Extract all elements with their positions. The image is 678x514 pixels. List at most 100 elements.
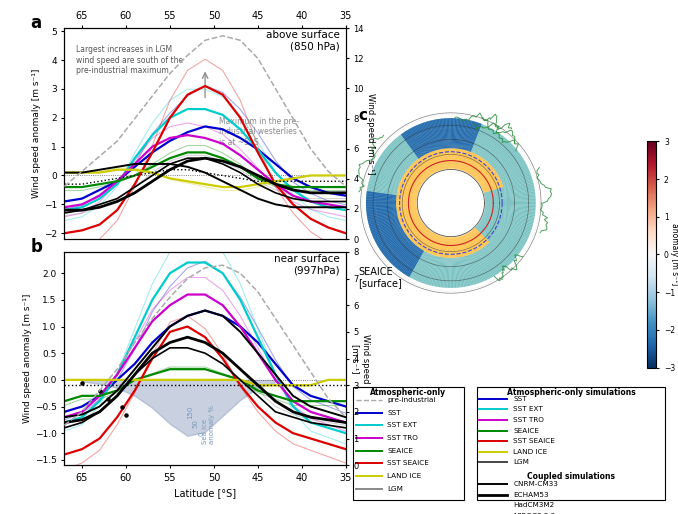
- Polygon shape: [405, 171, 424, 184]
- Polygon shape: [456, 149, 460, 170]
- Polygon shape: [446, 118, 449, 148]
- Polygon shape: [396, 137, 416, 161]
- Text: ECHAM53: ECHAM53: [513, 491, 549, 498]
- Polygon shape: [485, 204, 506, 205]
- FancyBboxPatch shape: [353, 387, 464, 500]
- Polygon shape: [401, 134, 419, 159]
- Polygon shape: [482, 181, 502, 190]
- Polygon shape: [450, 258, 452, 288]
- Polygon shape: [457, 119, 462, 149]
- Polygon shape: [473, 253, 487, 281]
- Polygon shape: [464, 121, 473, 150]
- Polygon shape: [459, 150, 465, 171]
- Polygon shape: [458, 119, 464, 149]
- Polygon shape: [505, 209, 536, 213]
- Polygon shape: [452, 118, 455, 148]
- Polygon shape: [460, 235, 466, 256]
- Polygon shape: [464, 153, 473, 172]
- Polygon shape: [393, 140, 414, 163]
- Polygon shape: [475, 251, 490, 279]
- Polygon shape: [391, 242, 413, 265]
- Polygon shape: [483, 185, 503, 193]
- Polygon shape: [412, 163, 428, 179]
- Polygon shape: [417, 253, 430, 282]
- Polygon shape: [462, 151, 469, 171]
- Polygon shape: [397, 195, 418, 198]
- Polygon shape: [420, 157, 433, 175]
- Polygon shape: [483, 214, 502, 222]
- Polygon shape: [411, 164, 427, 180]
- Polygon shape: [484, 206, 506, 209]
- Polygon shape: [367, 214, 397, 222]
- Polygon shape: [502, 175, 532, 186]
- Polygon shape: [383, 236, 408, 256]
- Polygon shape: [456, 119, 461, 149]
- Polygon shape: [402, 218, 421, 228]
- Polygon shape: [490, 143, 512, 165]
- Polygon shape: [452, 258, 455, 288]
- Polygon shape: [489, 142, 511, 164]
- Polygon shape: [406, 250, 423, 276]
- Polygon shape: [483, 210, 504, 215]
- Polygon shape: [399, 247, 418, 271]
- Polygon shape: [404, 131, 422, 157]
- Polygon shape: [478, 223, 496, 235]
- Polygon shape: [471, 124, 484, 153]
- Polygon shape: [375, 228, 402, 242]
- Polygon shape: [480, 219, 499, 230]
- Polygon shape: [499, 163, 526, 178]
- Polygon shape: [367, 210, 397, 215]
- Polygon shape: [381, 154, 406, 172]
- Polygon shape: [402, 218, 421, 229]
- Polygon shape: [483, 210, 504, 214]
- Polygon shape: [426, 233, 437, 252]
- Polygon shape: [397, 208, 418, 212]
- Polygon shape: [366, 209, 397, 213]
- Polygon shape: [400, 216, 420, 225]
- Polygon shape: [452, 148, 454, 170]
- Polygon shape: [470, 157, 482, 175]
- Polygon shape: [437, 235, 443, 256]
- Polygon shape: [481, 180, 501, 190]
- Text: Atmospheric-only simulations: Atmospheric-only simulations: [507, 388, 635, 397]
- Polygon shape: [376, 229, 403, 245]
- Polygon shape: [432, 151, 440, 172]
- Text: Largest increases in LGM
wind speed are south of the
pre-industrial maximum: Largest increases in LGM wind speed are …: [76, 45, 183, 75]
- Polygon shape: [466, 154, 477, 173]
- Polygon shape: [502, 222, 531, 233]
- Polygon shape: [366, 198, 396, 200]
- Polygon shape: [456, 258, 460, 288]
- Polygon shape: [504, 187, 534, 193]
- Polygon shape: [421, 157, 433, 175]
- Polygon shape: [405, 172, 423, 185]
- Polygon shape: [427, 255, 437, 285]
- Polygon shape: [446, 236, 448, 258]
- Text: b: b: [31, 238, 43, 256]
- Point: [121, 410, 132, 418]
- Polygon shape: [366, 203, 396, 205]
- Polygon shape: [397, 192, 418, 197]
- Polygon shape: [408, 168, 425, 182]
- Polygon shape: [465, 256, 474, 285]
- Polygon shape: [366, 198, 396, 201]
- Polygon shape: [369, 217, 398, 227]
- Polygon shape: [367, 191, 397, 196]
- Polygon shape: [475, 164, 490, 179]
- Polygon shape: [500, 164, 527, 179]
- Y-axis label: Wind speed anomaly [m s⁻¹]: Wind speed anomaly [m s⁻¹]: [23, 294, 32, 423]
- Polygon shape: [432, 234, 440, 255]
- Polygon shape: [454, 118, 458, 149]
- Polygon shape: [397, 206, 418, 209]
- Polygon shape: [417, 159, 431, 177]
- Polygon shape: [425, 154, 435, 173]
- Polygon shape: [366, 206, 396, 208]
- Polygon shape: [443, 258, 447, 288]
- Polygon shape: [368, 183, 397, 191]
- Polygon shape: [422, 156, 433, 175]
- Polygon shape: [461, 256, 468, 286]
- Polygon shape: [402, 248, 420, 273]
- Polygon shape: [414, 162, 428, 178]
- Polygon shape: [463, 120, 471, 150]
- Text: a: a: [31, 14, 42, 32]
- Polygon shape: [477, 223, 494, 237]
